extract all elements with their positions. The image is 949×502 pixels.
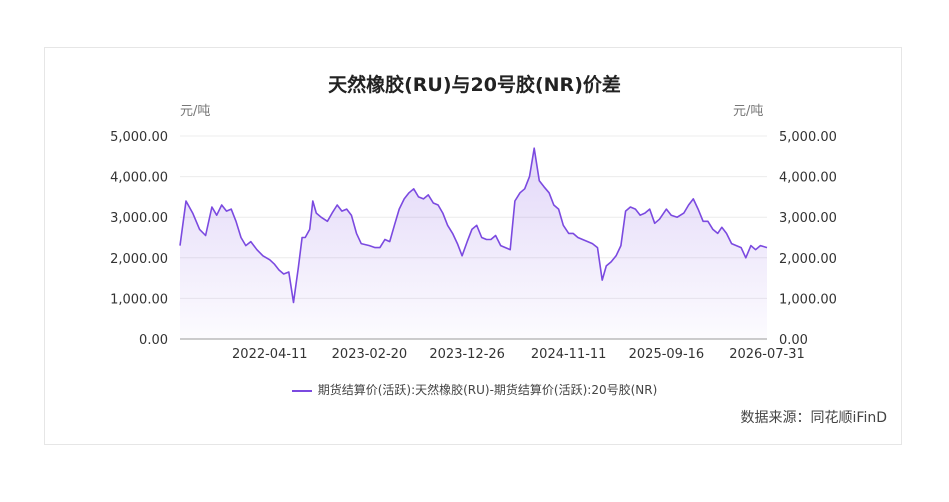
series-area-fill [180,148,767,339]
x-tick-labels: 2022-04-11 2023-02-20 2023-12-26 2024-11-11… [232,347,805,362]
series-area [179,147,768,339]
x-tick-label: 2025-09-16 [629,347,705,362]
right-y-tick-labels: 0.00 1,000.00 2,000.00 3,000.00 4,000.00 5,00… [779,130,837,348]
y-tick-label-right: 0.00 [779,333,808,348]
y-tick-label-right: 5,000.00 [779,130,837,145]
y-tick-label-left: 2,000.00 [110,252,168,267]
y-tick-label-left: 1,000.00 [110,292,168,307]
y-tick-label-right: 4,000.00 [779,171,837,186]
legend-label: 期货结算价(活跃):天然橡胶(RU)-期货结算价(活跃):20号胶(NR) [317,383,658,397]
x-tick-label: 2024-11-11 [531,347,607,362]
chart-title: 天然橡胶(RU)与20号胶(NR)价差 [328,74,621,96]
x-tick-label: 2023-02-20 [332,347,408,362]
x-tick-label: 2022-04-11 [232,347,308,362]
left-axis-unit: 元/吨 [180,104,211,119]
y-tick-label-left: 0.00 [139,333,168,348]
y-tick-label-right: 2,000.00 [779,252,837,267]
y-tick-label-left: 5,000.00 [110,130,168,145]
y-tick-label-left: 4,000.00 [110,171,168,186]
legend-swatch [291,389,312,392]
y-tick-label-right: 3,000.00 [779,211,837,226]
y-tick-label-right: 1,000.00 [779,292,837,307]
x-tick-label: 2026-07-31 [729,347,805,362]
series-line [179,147,768,304]
data-source: 数据来源：同花顺iFinD [740,410,887,426]
right-axis-unit: 元/吨 [733,104,764,119]
chart-legend[interactable]: 期货结算价(活跃):天然橡胶(RU)-期货结算价(活跃):20号胶(NR) [0,381,949,398]
x-tick-label: 2023-12-26 [429,347,505,362]
left-y-tick-labels: 0.00 1,000.00 2,000.00 3,000.00 4,000.00 5,00… [110,130,168,348]
y-tick-label-left: 3,000.00 [110,211,168,226]
